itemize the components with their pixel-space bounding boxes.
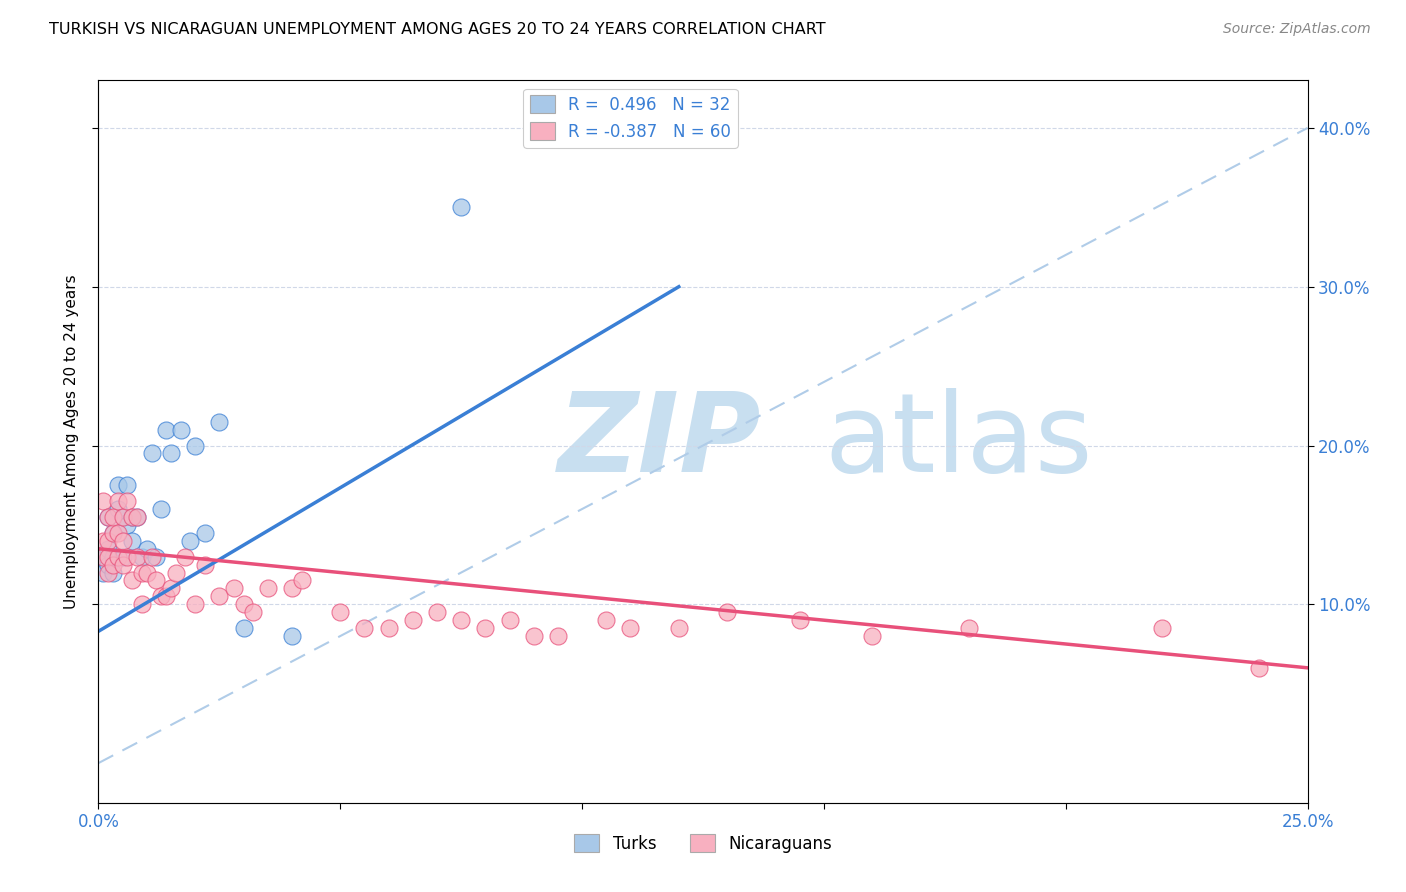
- Point: [107, 549, 129, 564]
- Point: [117, 494, 139, 508]
- Text: Source: ZipAtlas.com: Source: ZipAtlas.com: [1223, 22, 1371, 37]
- Point: [860, 629, 883, 643]
- Point: [450, 200, 472, 214]
- Point: [101, 510, 124, 524]
- Point: [150, 502, 173, 516]
- Point: [121, 510, 143, 524]
- Point: [208, 590, 231, 604]
- Point: [97, 533, 120, 548]
- Point: [194, 525, 217, 540]
- Text: ZIP: ZIP: [558, 388, 762, 495]
- Point: [91, 566, 114, 580]
- Y-axis label: Unemployment Among Ages 20 to 24 years: Unemployment Among Ages 20 to 24 years: [65, 274, 79, 609]
- Point: [97, 541, 120, 556]
- Point: [97, 510, 120, 524]
- Point: [111, 510, 134, 524]
- Point: [402, 613, 425, 627]
- Point: [232, 597, 254, 611]
- Point: [290, 574, 312, 588]
- Point: [97, 558, 120, 572]
- Point: [117, 549, 139, 564]
- Point: [595, 613, 617, 627]
- Point: [668, 621, 690, 635]
- Point: [135, 566, 157, 580]
- Point: [450, 613, 472, 627]
- Point: [281, 629, 304, 643]
- Point: [117, 478, 139, 492]
- Point: [97, 549, 120, 564]
- Point: [111, 533, 134, 548]
- Point: [174, 549, 197, 564]
- Point: [208, 415, 231, 429]
- Point: [117, 517, 139, 532]
- Point: [222, 582, 245, 596]
- Point: [184, 438, 207, 452]
- Point: [155, 590, 177, 604]
- Point: [160, 446, 183, 460]
- Point: [111, 510, 134, 524]
- Point: [179, 533, 201, 548]
- Legend: Turks, Nicaraguans: Turks, Nicaraguans: [568, 828, 838, 860]
- Point: [121, 510, 143, 524]
- Point: [329, 605, 352, 619]
- Point: [1249, 661, 1271, 675]
- Point: [194, 558, 217, 572]
- Point: [107, 494, 129, 508]
- Point: [155, 423, 177, 437]
- Point: [97, 510, 120, 524]
- Point: [131, 566, 153, 580]
- Point: [91, 533, 114, 548]
- Point: [169, 423, 191, 437]
- Point: [121, 533, 143, 548]
- Point: [127, 510, 149, 524]
- Point: [121, 574, 143, 588]
- Point: [141, 446, 163, 460]
- Point: [145, 574, 167, 588]
- Point: [107, 502, 129, 516]
- Point: [91, 549, 114, 564]
- Point: [101, 525, 124, 540]
- Point: [547, 629, 569, 643]
- Point: [97, 566, 120, 580]
- Point: [160, 582, 183, 596]
- Point: [184, 597, 207, 611]
- Point: [141, 549, 163, 564]
- Point: [426, 605, 449, 619]
- Point: [498, 613, 520, 627]
- Point: [716, 605, 738, 619]
- Point: [91, 494, 114, 508]
- Point: [127, 510, 149, 524]
- Point: [101, 525, 124, 540]
- Point: [150, 590, 173, 604]
- Point: [101, 558, 124, 572]
- Point: [619, 621, 641, 635]
- Point: [165, 566, 187, 580]
- Point: [107, 478, 129, 492]
- Point: [1152, 621, 1174, 635]
- Point: [242, 605, 264, 619]
- Point: [377, 621, 399, 635]
- Point: [101, 566, 124, 580]
- Point: [281, 582, 304, 596]
- Text: TURKISH VS NICARAGUAN UNEMPLOYMENT AMONG AGES 20 TO 24 YEARS CORRELATION CHART: TURKISH VS NICARAGUAN UNEMPLOYMENT AMONG…: [49, 22, 825, 37]
- Point: [135, 541, 157, 556]
- Point: [145, 549, 167, 564]
- Point: [111, 549, 134, 564]
- Text: atlas: atlas: [824, 388, 1092, 495]
- Point: [127, 549, 149, 564]
- Point: [131, 597, 153, 611]
- Point: [353, 621, 375, 635]
- Point: [474, 621, 496, 635]
- Point: [101, 549, 124, 564]
- Point: [789, 613, 811, 627]
- Point: [256, 582, 278, 596]
- Point: [523, 629, 546, 643]
- Point: [232, 621, 254, 635]
- Point: [131, 549, 153, 564]
- Point: [107, 525, 129, 540]
- Point: [957, 621, 980, 635]
- Point: [111, 558, 134, 572]
- Point: [91, 549, 114, 564]
